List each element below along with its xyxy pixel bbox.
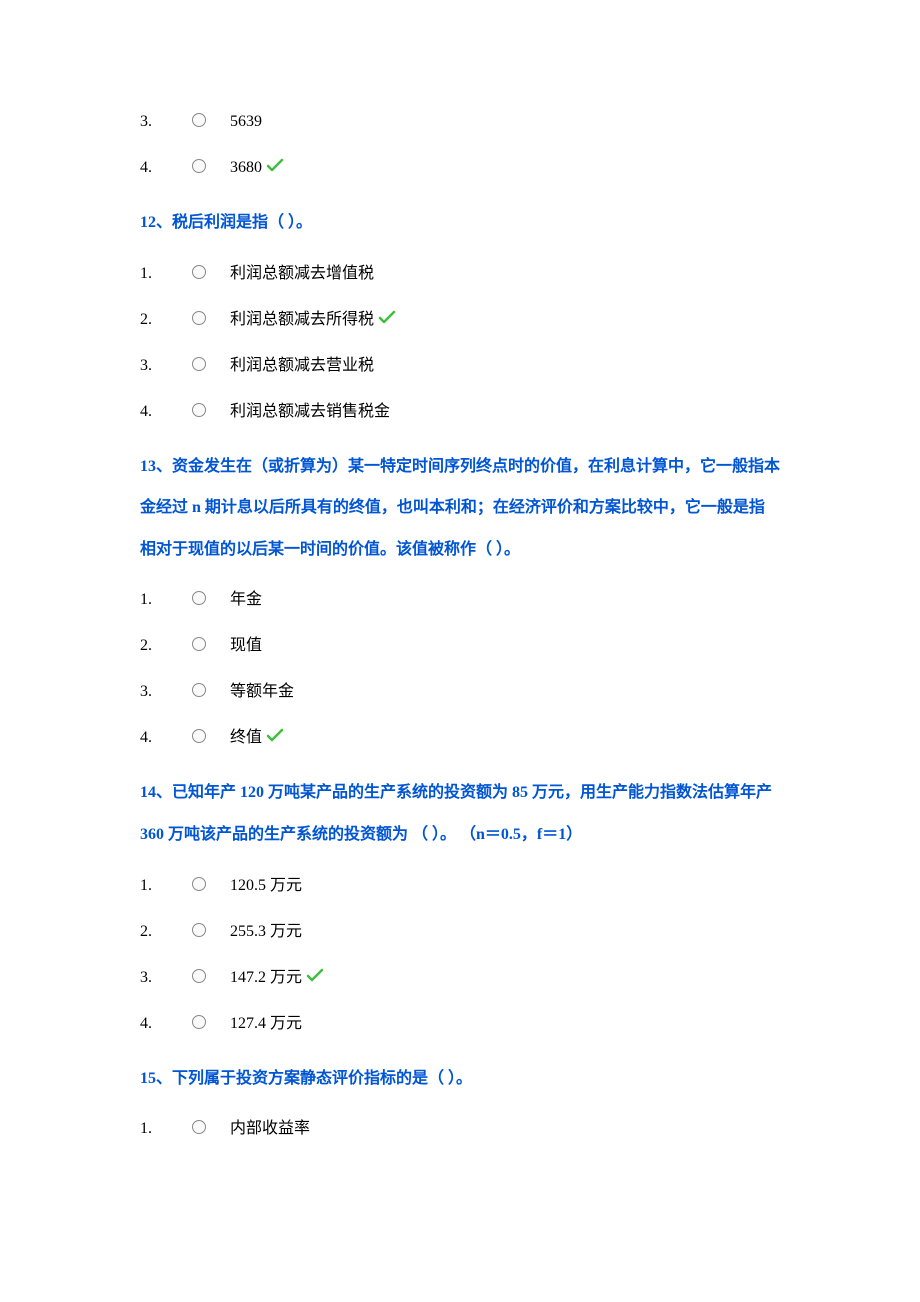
check-icon <box>378 310 396 334</box>
option-row: 1. 利润总额减去增值税 <box>140 262 780 286</box>
option-text: 利润总额减去营业税 <box>230 354 374 378</box>
option-number: 3. <box>140 966 192 990</box>
radio-icon[interactable] <box>192 729 206 743</box>
option-row: 2. 现值 <box>140 634 780 658</box>
option-text: 120.5 万元 <box>230 874 302 898</box>
option-row: 2. 255.3 万元 <box>140 920 780 944</box>
radio-icon[interactable] <box>192 637 206 651</box>
option-number: 1. <box>140 874 192 898</box>
option-text: 等额年金 <box>230 680 294 704</box>
radio-icon[interactable] <box>192 357 206 371</box>
option-text: 利润总额减去销售税金 <box>230 400 390 424</box>
option-row: 3. 等额年金 <box>140 680 780 704</box>
option-text: 255.3 万元 <box>230 920 302 944</box>
option-number: 4. <box>140 726 192 750</box>
option-number: 1. <box>140 588 192 612</box>
option-number: 4. <box>140 1012 192 1036</box>
radio-icon[interactable] <box>192 877 206 891</box>
option-row: 3. 利润总额减去营业税 <box>140 354 780 378</box>
option-number: 2. <box>140 920 192 944</box>
option-text: 利润总额减去所得税 <box>230 308 374 332</box>
check-icon <box>306 968 324 992</box>
option-text: 利润总额减去增值税 <box>230 262 374 286</box>
option-row: 3. 147.2 万元 <box>140 966 780 990</box>
option-text: 内部收益率 <box>230 1117 310 1141</box>
question-13-title: 13、资金发生在（或折算为）某一特定时间序列终点时的价值，在利息计算中，它一般指… <box>140 446 780 571</box>
option-row: 4. 终值 <box>140 726 780 750</box>
radio-icon[interactable] <box>192 923 206 937</box>
option-row: 3. 5639 <box>140 110 780 134</box>
radio-icon[interactable] <box>192 1015 206 1029</box>
question-12-title: 12、税后利润是指（ ）。 <box>140 202 780 244</box>
option-text: 147.2 万元 <box>230 966 302 990</box>
option-row: 1. 年金 <box>140 588 780 612</box>
check-icon <box>266 158 284 182</box>
option-row: 1. 内部收益率 <box>140 1117 780 1141</box>
option-number: 3. <box>140 354 192 378</box>
option-text: 127.4 万元 <box>230 1012 302 1036</box>
option-number: 1. <box>140 1117 192 1141</box>
radio-icon[interactable] <box>192 403 206 417</box>
option-text: 年金 <box>230 588 262 612</box>
question-14-options: 1. 120.5 万元 2. 255.3 万元 3. 147.2 万元 4. 1… <box>140 874 780 1036</box>
radio-icon[interactable] <box>192 311 206 325</box>
option-row: 4. 利润总额减去销售税金 <box>140 400 780 424</box>
question-14-title: 14、已知年产 120 万吨某产品的生产系统的投资额为 85 万元，用生产能力指… <box>140 772 780 855</box>
option-row: 4. 3680 <box>140 156 780 180</box>
option-number: 1. <box>140 262 192 286</box>
option-number: 2. <box>140 308 192 332</box>
option-number: 4. <box>140 400 192 424</box>
option-number: 3. <box>140 110 192 134</box>
question-11-options: 3. 5639 4. 3680 <box>140 110 780 180</box>
radio-icon[interactable] <box>192 683 206 697</box>
option-text: 5639 <box>230 110 262 134</box>
option-row: 1. 120.5 万元 <box>140 874 780 898</box>
radio-icon[interactable] <box>192 591 206 605</box>
radio-icon[interactable] <box>192 159 206 173</box>
option-number: 2. <box>140 634 192 658</box>
option-row: 4. 127.4 万元 <box>140 1012 780 1036</box>
radio-icon[interactable] <box>192 969 206 983</box>
radio-icon[interactable] <box>192 1120 206 1134</box>
radio-icon[interactable] <box>192 265 206 279</box>
option-number: 3. <box>140 680 192 704</box>
option-text: 3680 <box>230 156 262 180</box>
question-15-options: 1. 内部收益率 <box>140 1117 780 1141</box>
question-12-options: 1. 利润总额减去增值税 2. 利润总额减去所得税 3. 利润总额减去营业税 4… <box>140 262 780 424</box>
question-15-title: 15、下列属于投资方案静态评价指标的是（ ）。 <box>140 1058 780 1100</box>
option-number: 4. <box>140 156 192 180</box>
option-text: 现值 <box>230 634 262 658</box>
option-row: 2. 利润总额减去所得税 <box>140 308 780 332</box>
option-text: 终值 <box>230 726 262 750</box>
radio-icon[interactable] <box>192 113 206 127</box>
check-icon <box>266 728 284 752</box>
question-13-options: 1. 年金 2. 现值 3. 等额年金 4. 终值 <box>140 588 780 750</box>
